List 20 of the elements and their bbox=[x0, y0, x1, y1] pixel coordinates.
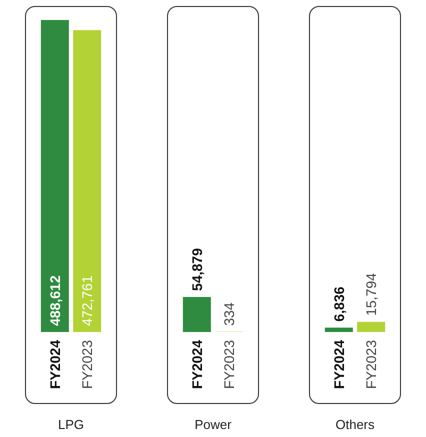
x-tick-label: LPG bbox=[58, 417, 84, 432]
bar bbox=[40, 20, 69, 332]
data-label: 334 bbox=[221, 302, 238, 326]
bar bbox=[324, 328, 353, 332]
text: FY2023 bbox=[221, 340, 237, 390]
text: FY2023 bbox=[363, 340, 379, 390]
x-tick-label: Others bbox=[335, 417, 376, 432]
text: FY2024 bbox=[47, 340, 63, 390]
data-label: 54,879 bbox=[188, 248, 205, 291]
data-label: 6,836 bbox=[330, 286, 347, 322]
text: FY2023 bbox=[79, 340, 95, 390]
data-label: 15,794 bbox=[363, 272, 380, 316]
data-label: 488,612 bbox=[46, 275, 63, 326]
bar bbox=[357, 322, 386, 332]
bar bbox=[182, 296, 211, 332]
bar bbox=[73, 30, 102, 332]
text: FY2024 bbox=[189, 340, 205, 390]
data-label: 472,761 bbox=[79, 275, 96, 326]
x-tick-label: Power bbox=[194, 417, 232, 432]
text: FY2024 bbox=[331, 340, 347, 390]
